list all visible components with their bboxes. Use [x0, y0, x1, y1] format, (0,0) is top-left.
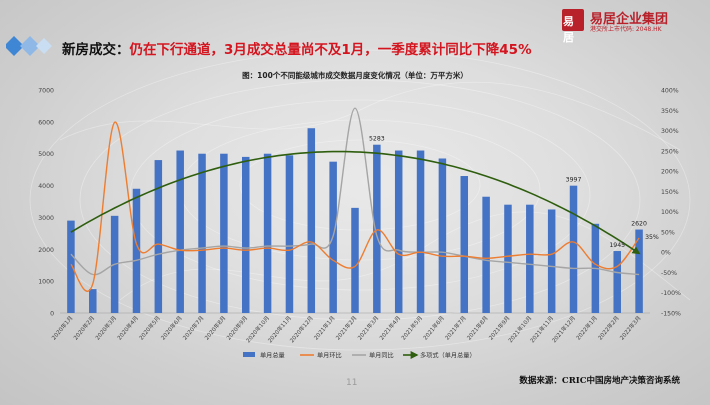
bar: [220, 153, 228, 313]
bar: [460, 176, 469, 313]
data-label: 5283: [369, 136, 385, 143]
y-left-tick-label: 7000: [38, 88, 54, 95]
bar: [373, 144, 381, 313]
x-tick-label: 2020年3月: [93, 314, 118, 341]
data-label-mom: 35%: [645, 234, 659, 241]
legend-label: 单月环比: [317, 352, 342, 360]
x-tick-label: 2020年1月: [50, 314, 75, 341]
bar: [482, 196, 490, 313]
legend-label: 单月同比: [369, 352, 394, 360]
data-label: 1945: [609, 242, 625, 249]
headline-rest: 仍在下行通道，3月成交总量尚不及1月，一季度累计同比下降45%: [129, 42, 532, 58]
y-right-tick-label: -50%: [661, 270, 677, 277]
x-tick-label: 2021年5月: [399, 314, 424, 341]
y-left-tick-label: 3000: [38, 215, 54, 222]
headline-lead: 新房成交：: [62, 42, 130, 58]
bar: [416, 150, 425, 313]
x-tick-label: 2022年3月: [618, 314, 643, 341]
bar: [241, 156, 250, 313]
y-left-tick-label: 2000: [38, 247, 54, 254]
bar: [89, 289, 97, 313]
bar: [176, 150, 184, 313]
y-right-tick-label: 300%: [661, 128, 679, 135]
data-label: 3997: [566, 177, 582, 184]
y-right-tick-label: 350%: [661, 108, 679, 115]
page-number: 11: [346, 378, 358, 388]
chart-title: 图：100个不同能级城市成交数据月度变化情况（单位：万平方米）: [242, 71, 468, 80]
x-tick-label: 2021年1月: [312, 314, 337, 341]
x-tick-label: 2021年2月: [334, 314, 359, 341]
bar: [504, 204, 512, 313]
y-left-tick-label: 0: [50, 311, 54, 318]
legend-label: 多项式（单月总量）: [420, 352, 476, 360]
bar: [569, 185, 578, 313]
x-tick-label: 2020年8月: [203, 314, 228, 341]
page-headline: 新房成交：仍在下行通道，3月成交总量尚不及1月，一季度累计同比下降45%: [62, 38, 532, 58]
bar: [547, 209, 556, 313]
bar: [67, 220, 75, 313]
legend-swatch: [243, 352, 255, 357]
y-left-tick-label: 1000: [38, 279, 54, 286]
x-tick-label: 2022年1月: [574, 314, 599, 341]
logo-mark-text: 易居: [563, 15, 574, 44]
y-right-tick-label: 50%: [661, 229, 675, 236]
x-tick-label: 2021年8月: [465, 314, 490, 341]
bar: [438, 158, 447, 313]
bar: [285, 155, 294, 313]
y-left-tick-label: 6000: [38, 119, 54, 126]
y-right-tick-label: -150%: [661, 311, 681, 318]
bar: [307, 128, 316, 313]
bar: [198, 153, 206, 313]
legend-label: 单月总量: [260, 352, 285, 360]
x-tick-label: 2020年9月: [225, 314, 250, 341]
company-name: 易居企业集团: [590, 12, 669, 27]
bar: [635, 229, 643, 313]
y-left-tick-label: 5000: [38, 151, 54, 158]
y-right-tick-label: 150%: [661, 189, 679, 196]
y-left-tick-label: 4000: [38, 183, 54, 190]
series-line-mom: [70, 121, 640, 292]
bar: [154, 160, 163, 313]
bar: [351, 207, 359, 313]
bar: [394, 150, 403, 313]
y-right-tick-label: 400%: [661, 88, 679, 95]
data-source: 数据来源：CRIC中国房地产决策咨询系统: [519, 376, 680, 386]
y-right-tick-label: 250%: [661, 148, 679, 155]
company-stock-code: 港交所上市代码: 2048.HK: [590, 26, 662, 33]
company-logo-mark: 易居: [562, 9, 584, 44]
data-label: 2620: [631, 221, 647, 228]
x-tick-label: 2020年7月: [181, 314, 206, 341]
x-tick-label: 2021年3月: [356, 314, 381, 341]
y-right-tick-label: 200%: [661, 169, 679, 176]
x-tick-label: 2020年6月: [159, 314, 184, 341]
header-decoration: [6, 36, 52, 56]
x-tick-label: 2021年6月: [421, 314, 446, 341]
bar: [613, 251, 621, 313]
bar: [132, 188, 141, 313]
y-right-tick-label: -100%: [661, 290, 681, 297]
y-right-tick-label: 0%: [661, 250, 671, 257]
y-right-tick-label: 100%: [661, 209, 679, 216]
x-tick-label: 2022年2月: [596, 314, 621, 341]
series-line-yoy: [70, 107, 640, 276]
x-tick-label: 2020年2月: [72, 314, 97, 341]
x-tick-label: 2020年4月: [115, 314, 140, 341]
bar: [526, 204, 534, 313]
x-tick-label: 2021年4月: [377, 314, 402, 341]
series-trendline: [70, 150, 641, 255]
x-tick-label: 2021年9月: [487, 314, 512, 341]
bar: [263, 153, 272, 313]
x-tick-label: 2021年7月: [443, 314, 468, 341]
x-tick-label: 2020年5月: [137, 314, 162, 341]
